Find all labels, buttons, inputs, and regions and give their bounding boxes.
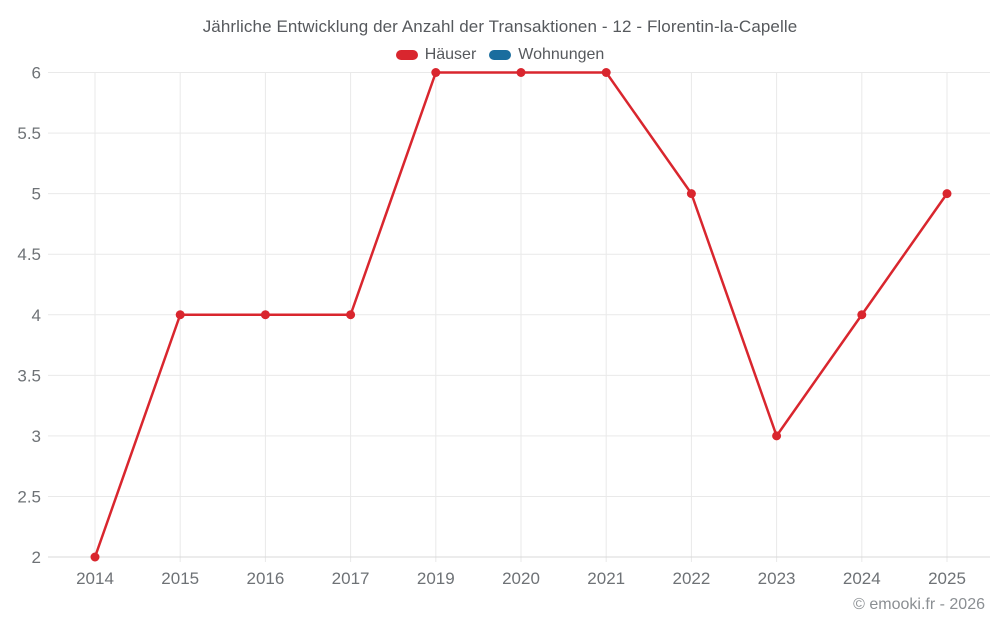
legend-item-wohnungen[interactable]: Wohnungen [489,46,604,64]
y-axis-label: 4 [32,306,41,325]
data-point-Häuser-2014[interactable] [90,552,100,562]
y-axis-label: 3.5 [17,366,41,385]
x-axis-label: 2025 [928,569,966,588]
y-axis-label: 2 [32,548,41,567]
data-point-Häuser-2022[interactable] [686,189,696,199]
legend-item-hauser[interactable]: Häuser [395,46,477,64]
data-point-Häuser-2017[interactable] [346,310,356,320]
data-point-Häuser-2020[interactable] [516,68,526,77]
x-axis-label: 2023 [758,569,796,588]
y-axis-label: 5 [32,185,41,204]
wohnungen-series-swatch-icon [489,50,512,60]
legend-label-wohnungen: Wohnungen [518,46,605,63]
x-axis-label: 2022 [672,569,710,588]
y-axis-label: 4.5 [17,245,41,264]
x-axis-label: 2016 [246,569,284,588]
data-point-Häuser-2021[interactable] [601,68,611,77]
data-point-Häuser-2019[interactable] [431,68,441,77]
copyright-watermark: © emooki.fr - 2026 [853,596,985,613]
x-axis-label: 2014 [76,569,114,588]
data-point-Häuser-2023[interactable] [772,431,782,441]
data-point-Häuser-2025[interactable] [942,189,952,199]
hauser-series-swatch-icon [395,50,418,60]
legend: Häuser Wohnungen [0,46,1000,64]
y-axis-label: 5.5 [17,124,41,143]
y-axis-label: 2.5 [17,487,41,506]
y-axis-label: 3 [32,427,41,446]
data-point-Häuser-2015[interactable] [175,310,185,320]
data-point-Häuser-2024[interactable] [857,310,867,320]
x-axis-label: 2015 [161,569,199,588]
y-axis-label: 6 [32,64,41,83]
x-axis-label: 2019 [417,569,455,588]
x-axis-label: 2021 [587,569,625,588]
x-axis-label: 2020 [502,569,540,588]
legend-label-hauser: Häuser [424,46,477,63]
chart-title: Jährliche Entwicklung der Anzahl der Tra… [202,17,798,36]
x-axis-label: 2024 [843,569,881,588]
x-axis-label: 2017 [332,569,370,588]
data-point-Häuser-2016[interactable] [260,310,270,320]
